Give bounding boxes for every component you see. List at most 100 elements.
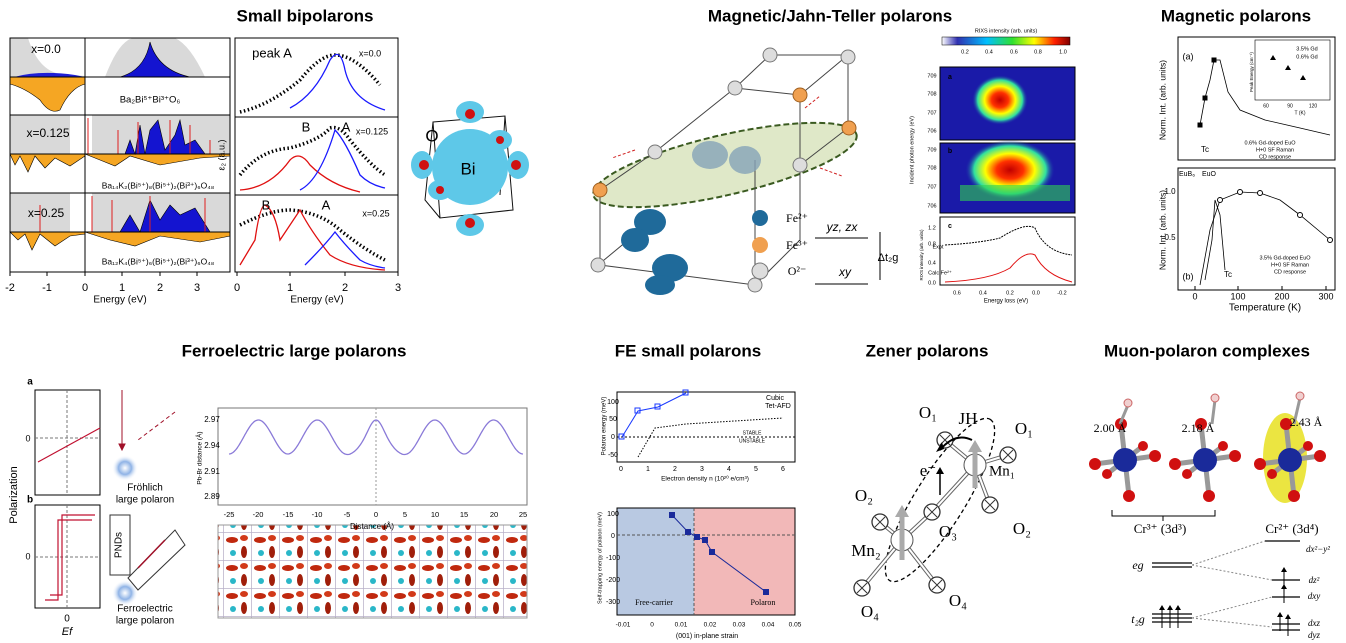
eps2-plots	[239, 53, 382, 114]
label: JH	[959, 409, 978, 428]
eps2-plots	[234, 37, 399, 273]
jahn-teller-structure	[590, 47, 856, 293]
label: 0.8	[928, 241, 936, 247]
muon-structures	[1152, 540, 1300, 631]
jahn-teller-structure	[592, 121, 858, 209]
muon-structures	[1089, 391, 1326, 636]
label: T (K)	[1294, 110, 1305, 116]
label: 707	[927, 110, 936, 116]
label: 0.4	[928, 260, 936, 266]
label: dyz	[1308, 630, 1320, 640]
magnetic-polaron-plots	[1199, 59, 1331, 136]
zener-structure	[899, 450, 978, 560]
fe-small-plots	[616, 389, 796, 616]
zener-structure	[884, 417, 996, 583]
ferroelectric-schematic	[35, 390, 100, 608]
ferroelectric-schematic	[137, 539, 166, 569]
label: 0.05	[789, 622, 802, 629]
label: large polaron	[116, 495, 174, 506]
magnetic-polaron-plots	[1217, 189, 1333, 243]
label: ε₂ (a.u.)	[216, 139, 226, 170]
label: -50	[608, 452, 618, 459]
label: (a)	[1183, 51, 1194, 61]
magnetic-polaron-plots	[1177, 36, 1336, 161]
label: (001) in-plane strain	[676, 633, 738, 640]
label: 0	[234, 282, 240, 294]
magnetic-polaron-plots	[1257, 190, 1263, 196]
label: -25	[224, 510, 235, 519]
bi-octahedron	[465, 109, 475, 119]
label: 3.5% Gd	[1296, 46, 1317, 52]
muon-structures	[1210, 393, 1220, 403]
label: EuB₆	[1179, 171, 1195, 178]
label: Cr²⁺ (3d⁴)	[1265, 521, 1318, 536]
magnetic-polaron-plots	[1211, 57, 1217, 63]
label: eg	[1132, 558, 1143, 572]
jahn-teller-structure	[840, 49, 856, 65]
zener-structure	[999, 446, 1017, 464]
ferroelectric-schematic	[112, 455, 138, 481]
label: 0.6	[1010, 49, 1018, 55]
label: 100	[1230, 291, 1245, 301]
label: x=0.125	[26, 126, 69, 140]
label: H+0 SF Raman	[1256, 147, 1294, 153]
dos-plots	[124, 118, 206, 156]
dos-plots	[9, 231, 86, 251]
label: x=0.0	[31, 42, 61, 56]
dos-plots	[119, 41, 191, 78]
bi-octahedron	[436, 186, 444, 194]
dos-plots	[9, 37, 231, 273]
label: O₄	[949, 591, 967, 610]
eps2-plots	[299, 128, 386, 191]
fe-small-plots	[618, 433, 625, 440]
label: 1	[119, 282, 125, 294]
label: 2	[673, 466, 677, 473]
label: 100	[607, 511, 619, 518]
zener-structure	[871, 513, 889, 531]
label: 3	[395, 282, 401, 294]
fe-small-plots	[709, 549, 715, 555]
dos-plots	[9, 76, 86, 112]
jahn-teller-structure	[590, 257, 606, 273]
pb-br-plot	[217, 407, 528, 506]
ferroelectric-schematic	[118, 390, 126, 452]
zener-structure	[936, 442, 944, 452]
jahn-teller-structure	[815, 232, 881, 285]
jahn-teller-structure	[647, 144, 663, 160]
muon-structures	[1118, 397, 1302, 425]
label: Ferroelectric	[117, 604, 173, 615]
label: -1	[42, 282, 52, 294]
label: -0.2	[1057, 290, 1066, 296]
label: xy	[838, 265, 852, 279]
label: 1.0	[1059, 49, 1067, 55]
ferroelectric-schematic	[127, 529, 186, 591]
dos-plots	[14, 72, 85, 77]
fe-small-plots	[694, 534, 700, 540]
panel-title: Zener polarons	[866, 341, 989, 360]
label: 1	[287, 282, 293, 294]
fe-small-plots	[763, 589, 769, 595]
label: RIXS intensity (arb. units)	[975, 28, 1038, 34]
eps2-plots	[289, 53, 386, 111]
rixs-maps	[960, 185, 1070, 201]
label: dxz	[1308, 618, 1320, 628]
label: 20	[490, 510, 498, 519]
eps2-plots	[234, 37, 399, 276]
label: Tc	[1224, 270, 1232, 279]
fe-small-plots	[637, 417, 784, 458]
label: Incident photon energy (eV)	[909, 116, 915, 184]
fe-small-plots	[621, 392, 687, 438]
magnetic-polaron-plots	[1237, 189, 1243, 195]
label: 2	[342, 282, 348, 294]
magnetic-polaron-plots	[1254, 39, 1331, 101]
label: 25	[519, 510, 527, 519]
label: dx²−y²	[1306, 544, 1330, 554]
label: Cr³⁺ (3d³)	[1134, 521, 1187, 536]
label: b	[948, 148, 952, 155]
label: O₂	[855, 486, 873, 505]
fe-small-plots	[702, 537, 708, 543]
dos-plots	[9, 153, 86, 173]
label: Ba₂Bi⁵⁺Bi³⁺O₆	[120, 95, 181, 106]
label: large polaron	[116, 616, 174, 627]
ferroelectric-schematic	[109, 514, 131, 576]
